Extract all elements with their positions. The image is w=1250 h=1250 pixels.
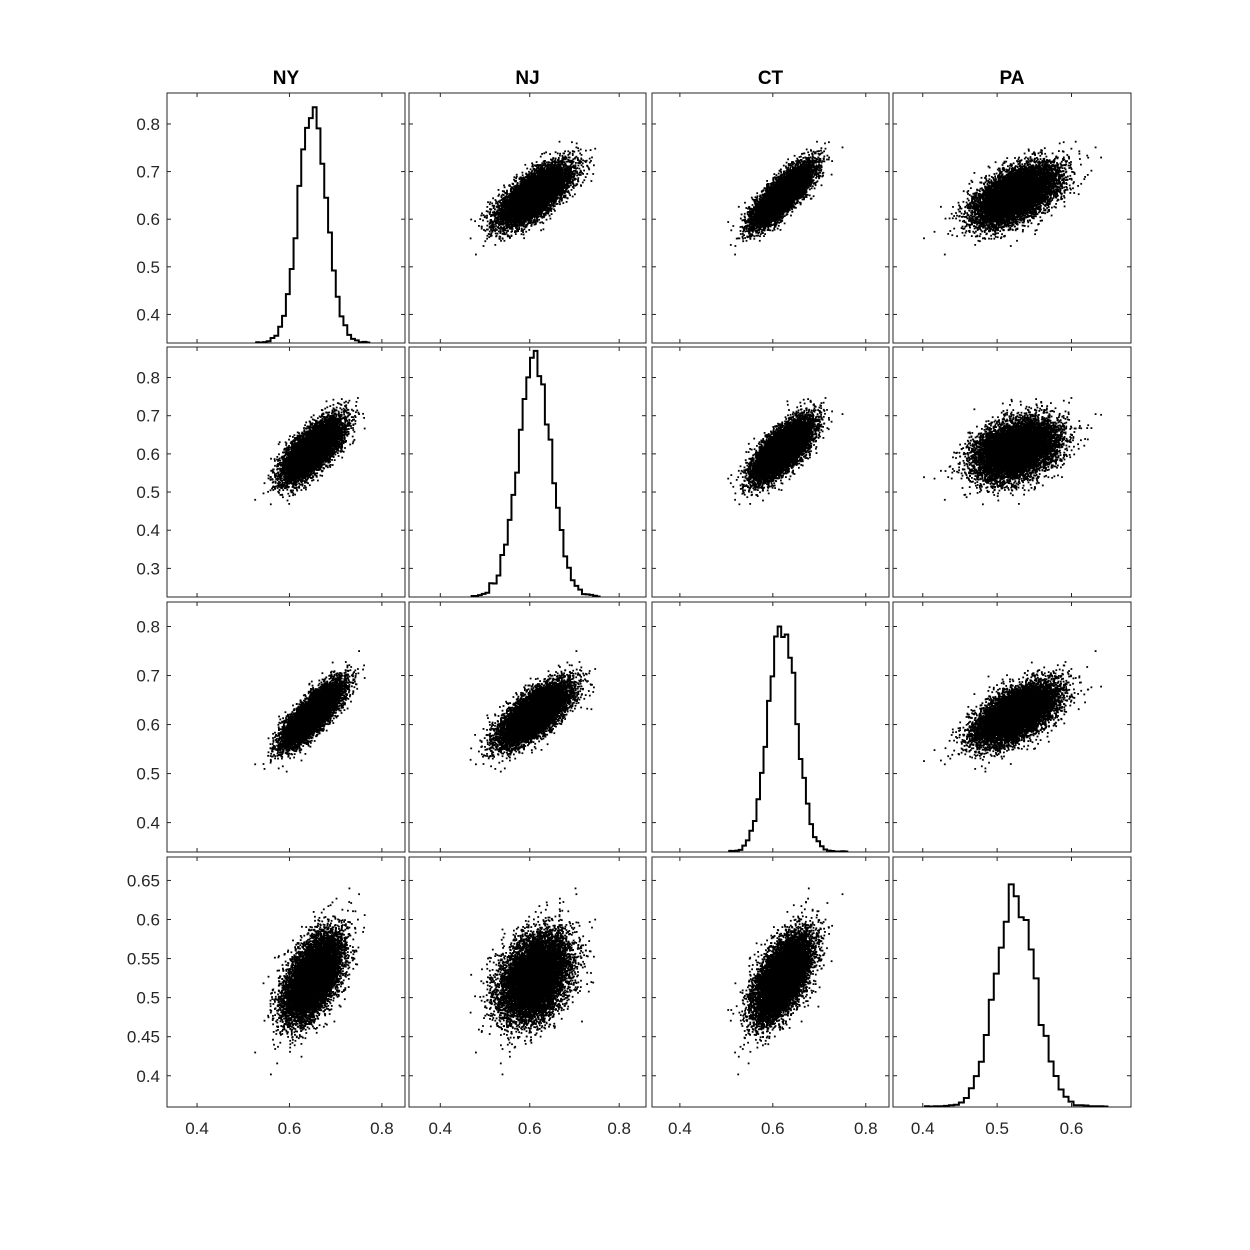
scatter-point bbox=[504, 186, 506, 188]
scatter-point bbox=[570, 184, 572, 186]
scatter-point bbox=[486, 238, 488, 240]
scatter-point bbox=[489, 201, 491, 203]
scatter-point bbox=[582, 162, 584, 164]
scatter-point bbox=[521, 230, 523, 232]
scatter-point bbox=[538, 219, 540, 221]
column-titles: NY NJ CT PA bbox=[273, 68, 1025, 89]
scatter-point bbox=[559, 155, 561, 157]
scatter-point bbox=[592, 173, 594, 175]
scatter-point bbox=[549, 153, 551, 155]
scatter-point bbox=[580, 184, 582, 186]
scatter-point bbox=[580, 149, 582, 151]
scatter-point bbox=[512, 183, 514, 185]
scatter-point bbox=[581, 164, 583, 166]
scatter-point bbox=[593, 164, 595, 166]
scatter-point bbox=[495, 227, 497, 229]
scatter-point bbox=[546, 161, 548, 163]
scatter-point bbox=[559, 203, 561, 205]
scatter-point bbox=[557, 153, 559, 155]
scatter-point bbox=[495, 202, 497, 204]
scatter-point bbox=[550, 159, 552, 161]
scatter-point bbox=[559, 141, 561, 143]
scatter-point bbox=[577, 147, 579, 149]
scatter-point bbox=[541, 153, 543, 155]
panel-grid bbox=[167, 93, 1131, 1107]
scatter-point bbox=[528, 222, 530, 224]
scatter-point bbox=[475, 254, 477, 256]
scatter-point bbox=[558, 201, 560, 203]
scatter-point bbox=[524, 228, 526, 230]
scatter-point bbox=[481, 213, 483, 215]
scatter-point bbox=[578, 150, 580, 152]
scatter-point bbox=[486, 229, 488, 231]
scatter-point bbox=[484, 240, 486, 242]
scatter-point bbox=[567, 197, 569, 199]
scatter-point bbox=[563, 153, 565, 155]
scatter-point bbox=[576, 143, 578, 145]
scatter-point bbox=[582, 166, 584, 168]
scatter-point bbox=[521, 233, 523, 235]
scatter-point bbox=[474, 220, 476, 222]
scatter-point bbox=[568, 193, 570, 195]
scatter-point bbox=[483, 214, 485, 216]
scatter-point bbox=[555, 203, 557, 205]
column-title-pa: PA bbox=[1000, 68, 1025, 89]
scatter-point bbox=[504, 240, 506, 242]
scatter-point bbox=[566, 161, 568, 163]
scatter-point bbox=[489, 212, 491, 214]
scatter-point bbox=[486, 217, 488, 219]
scatter-point bbox=[559, 153, 561, 155]
scatter-point bbox=[516, 231, 518, 233]
scatter-point bbox=[495, 233, 497, 235]
column-title-ct: CT bbox=[758, 68, 784, 89]
scatter-point bbox=[585, 176, 587, 178]
scatter-point bbox=[515, 181, 517, 183]
scatter-point bbox=[589, 162, 591, 164]
scatter-point bbox=[497, 233, 499, 235]
scatter-point bbox=[492, 197, 494, 199]
scatter-point bbox=[571, 189, 573, 191]
column-title-ny: NY bbox=[273, 68, 300, 89]
scatter-point bbox=[479, 218, 481, 220]
panel-ny-ny bbox=[167, 93, 405, 343]
scatter-point bbox=[558, 157, 560, 159]
scatter-point bbox=[566, 201, 568, 203]
scatter-point bbox=[503, 191, 505, 193]
scatter-point bbox=[489, 231, 491, 233]
scatter-point bbox=[541, 162, 543, 164]
scatter-point bbox=[552, 157, 554, 159]
scatter-point bbox=[528, 229, 530, 231]
scatter-point bbox=[487, 221, 489, 223]
scatter-point bbox=[591, 157, 593, 159]
scatter-point bbox=[536, 161, 538, 163]
scatter-point bbox=[517, 182, 519, 184]
column-title-nj: NJ bbox=[515, 68, 539, 89]
scatter-point bbox=[589, 158, 591, 160]
scatter-point bbox=[522, 174, 524, 176]
scatter-point bbox=[555, 151, 557, 153]
scatter-point bbox=[498, 189, 500, 191]
scatter-point bbox=[522, 231, 524, 233]
panel-ny-nj bbox=[409, 93, 646, 343]
